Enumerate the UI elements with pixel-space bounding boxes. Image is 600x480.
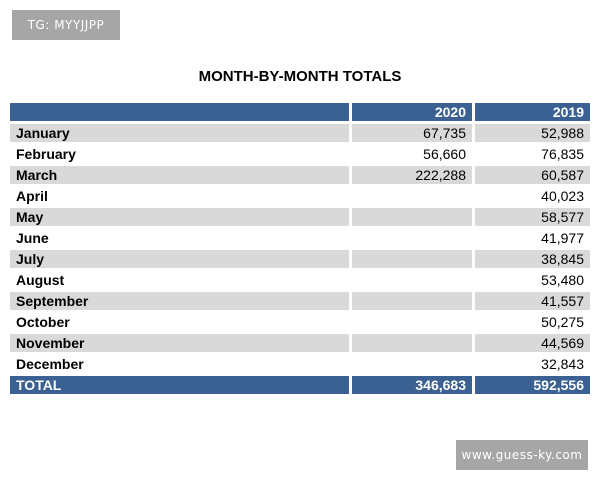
month-label: October [16,314,70,330]
value-2019: 53,480 [541,272,584,288]
value-2020: 56,660 [423,146,466,162]
value-2020 [352,229,472,247]
month-label: June [16,230,49,246]
value-2019: 41,977 [541,230,584,246]
value-2019: 41,557 [475,292,590,310]
value-2019: 50,275 [541,314,584,330]
month-label: April [16,188,48,204]
value-2019: 52,988 [475,124,590,142]
value-2020: 222,288 [352,166,472,184]
month-label: November [10,334,349,352]
month-label: September [10,292,349,310]
value-2020 [352,334,472,352]
value-2020 [352,355,472,373]
value-2020 [352,187,472,205]
total-2020: 346,683 [352,376,472,394]
value-2019: 60,587 [475,166,590,184]
table-title: MONTH-BY-MONTH TOTALS [198,68,402,85]
total-2019: 592,556 [475,376,590,394]
month-label: January [10,124,349,142]
value-2019: 40,023 [541,188,584,204]
value-2020 [352,313,472,331]
value-2020: 67,735 [352,124,472,142]
total-label: TOTAL [10,376,349,394]
value-2019: 44,569 [475,334,590,352]
month-label: March [10,166,349,184]
header-blank [10,103,349,121]
month-label: August [16,272,65,288]
value-2019: 58,577 [475,208,590,226]
header-2019: 2019 [475,103,590,121]
value-2020 [352,271,472,289]
watermark-bottom: www.guess-ky.com [456,440,588,470]
value-2019: 32,843 [541,356,584,372]
header-2020: 2020 [352,103,472,121]
month-label: February [16,146,76,162]
value-2020 [352,208,472,226]
value-2019: 38,845 [475,250,590,268]
value-2020 [352,292,472,310]
watermark-top: TG: MYYJJPP [12,10,120,40]
value-2020 [352,250,472,268]
month-label: December [16,356,84,372]
value-2019: 76,835 [541,146,584,162]
totals-table: 2020 2019 January 67,735 52,988 February 56,… [10,103,590,394]
month-label: July [10,250,349,268]
month-label: May [10,208,349,226]
